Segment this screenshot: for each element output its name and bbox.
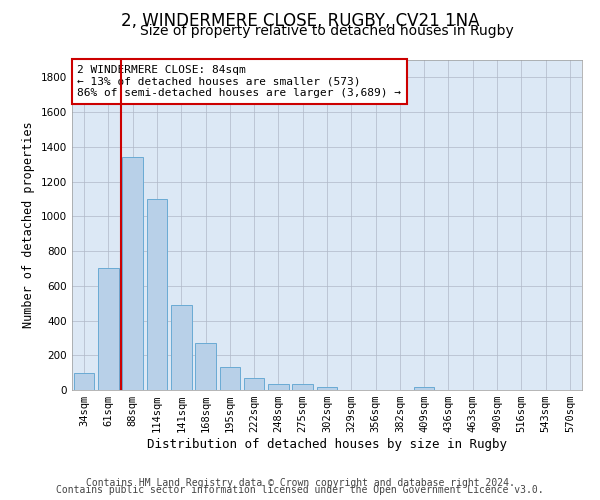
Bar (268, 384, 289, 390)
Bar (74, 372, 94, 390)
Text: Contains public sector information licensed under the Open Government Licence v3: Contains public sector information licen… (56, 485, 544, 495)
Y-axis label: Number of detached properties: Number of detached properties (22, 122, 35, 328)
Text: Contains HM Land Registry data © Crown copyright and database right 2024.: Contains HM Land Registry data © Crown c… (86, 478, 514, 488)
Bar (195, 343, 216, 390)
Title: Size of property relative to detached houses in Rugby: Size of property relative to detached ho… (140, 24, 514, 38)
Bar (292, 384, 313, 390)
Bar (122, 158, 143, 390)
Bar (244, 378, 265, 390)
Bar (146, 199, 167, 390)
Text: 2, WINDERMERE CLOSE, RUGBY, CV21 1NA: 2, WINDERMERE CLOSE, RUGBY, CV21 1NA (121, 12, 479, 30)
Bar (98, 268, 119, 390)
Bar (220, 366, 240, 390)
Text: 2 WINDERMERE CLOSE: 84sqm
← 13% of detached houses are smaller (573)
86% of semi: 2 WINDERMERE CLOSE: 84sqm ← 13% of detac… (77, 65, 401, 98)
Bar (414, 387, 434, 390)
Bar (317, 387, 337, 390)
Bar (171, 305, 191, 390)
X-axis label: Distribution of detached houses by size in Rugby: Distribution of detached houses by size … (147, 438, 507, 451)
